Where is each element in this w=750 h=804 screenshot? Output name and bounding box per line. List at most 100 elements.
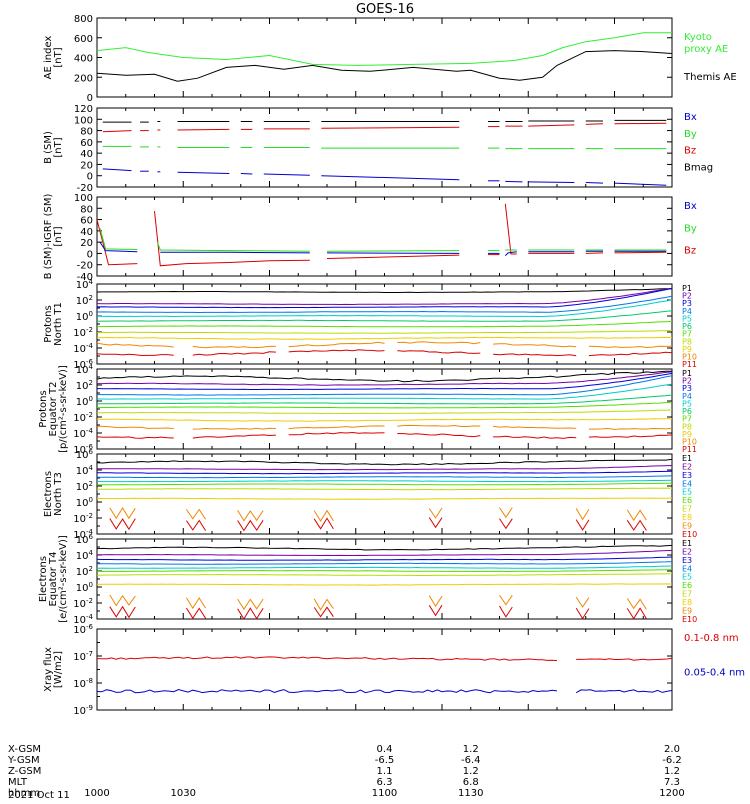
channel-11-segment [97, 436, 174, 439]
series-bx-segment [504, 251, 517, 257]
channel-10-segment [575, 607, 590, 619]
panel-1-ytick: 40 [80, 149, 93, 160]
panel-2-ytick: 20 [80, 238, 93, 249]
series-bx-segment [505, 180, 523, 183]
panel-6-ytick: 100 [76, 581, 93, 594]
panel-1-ytick: 60 [80, 138, 93, 149]
legend-e7: E7 [682, 590, 692, 599]
legend-e8: E8 [682, 513, 692, 522]
channel-5-line [97, 299, 672, 318]
channel-6-line [97, 569, 672, 573]
channel-11-segment [97, 353, 174, 357]
panel-5-ytick: 100 [76, 496, 93, 509]
legend-e6: E6 [682, 496, 692, 505]
series-bx-segment [585, 182, 604, 184]
panel-4-ytick: 10-4 [73, 427, 93, 440]
channel-11-segment [493, 353, 577, 357]
channel-7-line [97, 487, 672, 491]
panel-6-ytick: 10-4 [73, 613, 93, 626]
legend-e3: E3 [682, 556, 692, 565]
panel-4-ylabel: Equator T2 [48, 382, 59, 437]
legend-p5: P5 [682, 314, 692, 323]
legend-e9: E9 [682, 606, 692, 615]
series-bz-segment [97, 219, 138, 266]
channel-9-segment [499, 595, 513, 606]
legend-p1: P1 [682, 369, 692, 378]
series-bx-segment [321, 175, 460, 181]
channel-10-segment [109, 605, 136, 619]
panel-3-ylabel: Protons [43, 305, 54, 342]
channel-2-line [97, 549, 672, 557]
panel-3-ylabel: North T1 [53, 302, 64, 346]
channel-10-segment [575, 519, 590, 531]
channel-1-line [97, 544, 672, 551]
channel-10-segment [109, 518, 136, 531]
channel-11-segment [397, 350, 481, 354]
channel-5-line [97, 479, 672, 483]
legend-themis-ae: Themis AE [683, 72, 737, 83]
footer-value: 7.3 [664, 777, 680, 788]
channel-4-line [97, 375, 672, 396]
series-kyoto-proxy-ae [97, 32, 672, 66]
series-bz-segment [528, 124, 575, 127]
channel-4-line [97, 295, 672, 314]
footer-value: -6.5 [375, 755, 395, 766]
series-bx-segment [326, 252, 460, 254]
legend-e3: E3 [682, 471, 692, 480]
panel-6-frame [96, 538, 673, 620]
legend-p7: P7 [682, 415, 692, 424]
channel-10-segment [428, 604, 443, 617]
legend-e4: E4 [682, 479, 692, 488]
channel-3-line [97, 372, 672, 391]
series-xray-2 [575, 689, 672, 694]
panel-7-ytick: 10-7 [73, 650, 93, 663]
channel-10-segment [313, 517, 334, 530]
panel-1-ytick: 100 [74, 115, 93, 126]
legend-proxy-ae: proxy AE [684, 44, 728, 55]
channel-2-line [97, 287, 672, 306]
panel-2-ylabel: B (SM)-IGRF (SM) [43, 194, 54, 280]
panel-5-ytick: 10-4 [73, 528, 93, 541]
series-bz-segment [504, 203, 517, 255]
panel-4-ylabel: Protons [38, 390, 49, 427]
panel-3-ytick: 100 [76, 310, 93, 323]
legend-p8: P8 [682, 422, 692, 431]
series-bz-segment [585, 123, 604, 125]
channel-11-segment [588, 434, 672, 438]
legend-p1: P1 [682, 284, 692, 293]
series-xray-1 [576, 657, 672, 661]
channel-10-segment [288, 341, 385, 348]
footer-value: 1030 [171, 788, 196, 799]
panel-5-ytick: 102 [76, 480, 93, 493]
legend-p8: P8 [682, 337, 692, 346]
channel-7-line [97, 573, 672, 576]
channel-7-line [97, 320, 672, 328]
series-bx-segment [99, 241, 138, 253]
legend-e4: E4 [682, 564, 692, 573]
channel-9-segment [313, 509, 334, 522]
legend-p3: P3 [682, 299, 692, 308]
panel-7-frame [96, 628, 673, 711]
channel-6-line [97, 394, 672, 405]
channel-10-segment [626, 607, 647, 619]
channel-9-segment [626, 509, 647, 522]
legend-bx: Bx [684, 201, 697, 212]
legend-by: By [684, 223, 697, 234]
panel-7-ytick: 10-9 [73, 704, 93, 717]
panel-1-ytick: 0 [87, 172, 93, 183]
channel-2-line [97, 465, 672, 471]
legend-p9: P9 [682, 345, 692, 354]
channel-1-line [97, 370, 672, 383]
panel-5-ylabel: Electrons [43, 471, 54, 517]
channel-11-segment [288, 431, 385, 436]
legend-p7: P7 [682, 330, 692, 339]
footer-value: -6.2 [662, 755, 682, 766]
legend-bz: Bz [684, 146, 696, 157]
channel-9-line [97, 418, 672, 422]
legend-p6: P6 [682, 322, 692, 331]
channel-10-segment [493, 425, 577, 429]
channel-6-line [97, 482, 672, 486]
channel-11-segment [192, 351, 276, 356]
channel-10-segment [97, 425, 174, 430]
